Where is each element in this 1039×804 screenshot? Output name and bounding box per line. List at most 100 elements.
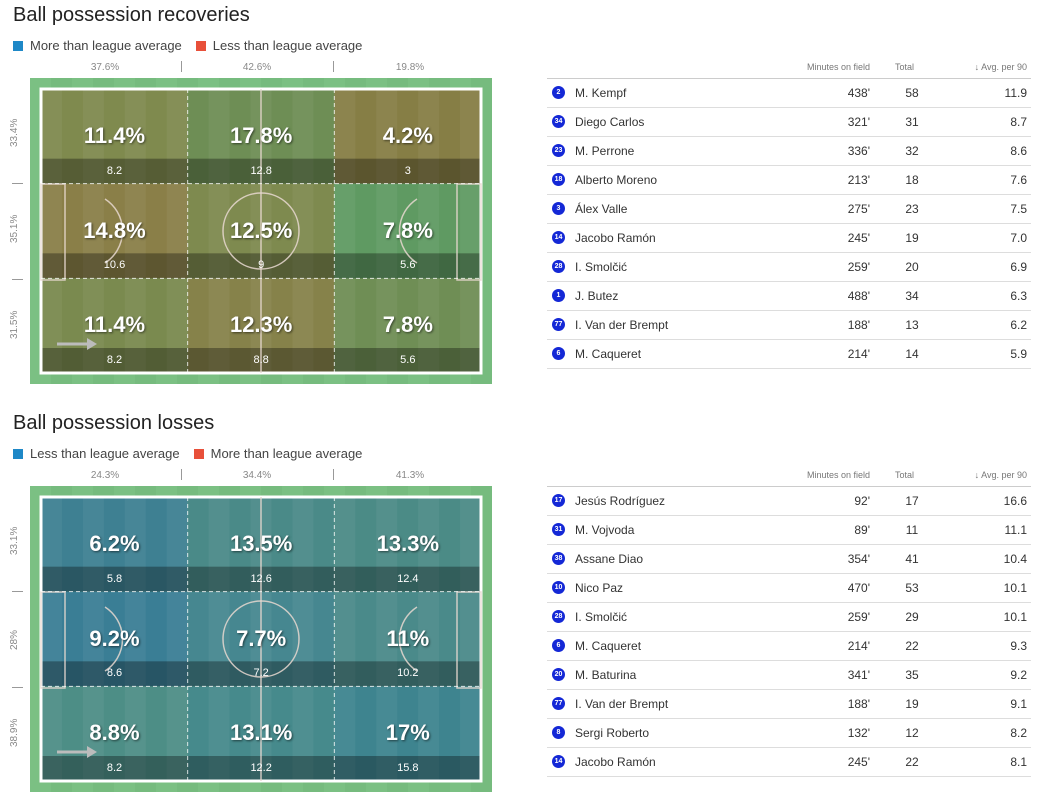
player-name[interactable]: I. Van der Brempt	[575, 318, 669, 332]
player-row[interactable]: 1 J. Butez 488' 34 6.3	[547, 282, 1031, 311]
zone-percentage: 7.8%	[382, 217, 433, 243]
player-row[interactable]: 17 Jesús Rodríguez 92' 17 16.6	[547, 487, 1031, 516]
player-name[interactable]: I. Smolčić	[575, 260, 628, 274]
player-name[interactable]: M. Caqueret	[575, 639, 642, 653]
total-value: 22	[905, 755, 919, 769]
total-column-header[interactable]: Total	[895, 62, 915, 72]
avg-per-90-value: 10.1	[1003, 581, 1027, 595]
recoveries-player-table: Minutes on field Total ↓ Avg. per 90 2 M. Ke…	[547, 62, 1031, 369]
minutes-on-field: 341'	[847, 668, 870, 682]
player-row[interactable]: 38 Assane Diao 354' 41 10.4	[547, 545, 1031, 574]
minutes-on-field: 92'	[854, 494, 870, 508]
row-percent: 38.9%	[9, 718, 20, 747]
player-name[interactable]: M. Caqueret	[575, 347, 642, 361]
legend-item[interactable]: Less than league average	[13, 446, 180, 461]
player-name[interactable]: Jacobo Ramón	[575, 755, 656, 769]
total-column-header[interactable]: Total	[895, 470, 915, 480]
total-value: 29	[905, 610, 919, 624]
zone-count: 9	[258, 259, 265, 272]
zone-percentage: 17%	[385, 720, 430, 746]
player-row[interactable]: 10 Nico Paz 470' 53 10.1	[547, 574, 1031, 603]
legend-swatch-blue	[13, 40, 23, 51]
player-row[interactable]: 28 I. Smolčić 259' 20 6.9	[547, 253, 1031, 282]
player-name[interactable]: M. Vojvoda	[575, 523, 635, 537]
legend-label: More than league average	[30, 38, 182, 53]
minutes-on-field: 214'	[847, 347, 870, 361]
pitch-graphic	[30, 486, 492, 792]
minutes-on-field: 245'	[847, 231, 870, 245]
player-name[interactable]: M. Baturina	[575, 668, 637, 682]
pitch-stripe	[334, 497, 356, 781]
legend-item[interactable]: More than league average	[13, 38, 182, 53]
avg-per-90-value: 8.7	[1010, 115, 1027, 129]
player-row[interactable]: 31 M. Vojvoda 89' 11 11.1	[547, 516, 1031, 545]
player-row[interactable]: 77 I. Van der Brempt 188' 19 9.1	[547, 690, 1031, 719]
player-name[interactable]: I. Smolčić	[575, 610, 628, 624]
player-number-badge: 77	[552, 697, 565, 710]
pitch-stripe	[82, 89, 104, 373]
player-name[interactable]: J. Butez	[575, 289, 619, 303]
avg-per-90-value: 6.2	[1010, 318, 1027, 332]
minutes-column-header[interactable]: Minutes on field	[806, 62, 870, 72]
minutes-on-field: 321'	[847, 115, 870, 129]
total-value: 22	[905, 639, 919, 653]
legend-item[interactable]: More than league average	[193, 446, 362, 461]
player-row[interactable]: 14 Jacobo Ramón 245' 22 8.1	[547, 748, 1031, 777]
player-name[interactable]: Jesús Rodríguez	[575, 494, 666, 508]
player-number-badge: 17	[552, 494, 565, 507]
player-name[interactable]: Alberto Moreno	[575, 173, 658, 187]
legend-item[interactable]: Less than league average	[195, 38, 362, 53]
avg-per-90-column-header[interactable]: ↓ Avg. per 90	[974, 62, 1027, 72]
player-row[interactable]: 20 M. Baturina 341' 35 9.2	[547, 661, 1031, 690]
player-number-badge: 23	[552, 144, 565, 157]
zone-percentage: 12.5%	[229, 217, 293, 243]
legend-label: Less than league average	[30, 446, 180, 461]
zone-count: 10.2	[397, 667, 419, 680]
player-row[interactable]: 18 Alberto Moreno 213' 18 7.6	[547, 166, 1031, 195]
player-number-badge: 31	[552, 523, 565, 536]
pitch-stripe	[166, 497, 188, 781]
player-name[interactable]: M. Perrone	[575, 144, 635, 158]
avg-per-90-value: 9.1	[1010, 697, 1027, 711]
zone-cell	[41, 89, 188, 184]
zone-cell	[334, 89, 481, 184]
zone-percentage: 13.5%	[229, 531, 293, 556]
minutes-on-field: 438'	[847, 86, 870, 100]
total-value: 12	[905, 726, 919, 740]
player-row[interactable]: 28 I. Smolčić 259' 29 10.1	[547, 603, 1031, 632]
legend-swatch-red	[193, 448, 204, 459]
player-name[interactable]: I. Van der Brempt	[575, 697, 669, 711]
player-row[interactable]: 77 I. Van der Brempt 188' 13 6.2	[547, 311, 1031, 340]
avg-per-90-column-header[interactable]: ↓ Avg. per 90	[974, 470, 1027, 480]
row-separator	[12, 279, 23, 280]
row-percent: 35.1%	[9, 214, 20, 243]
player-name[interactable]: Jacobo Ramón	[575, 231, 656, 245]
zone-count: 10.6	[103, 259, 126, 272]
player-row[interactable]: 2 M. Kempf 438' 58 11.9	[547, 79, 1031, 108]
player-name[interactable]: Álex Valle	[575, 202, 628, 216]
minutes-on-field: 259'	[847, 610, 870, 624]
player-row[interactable]: 34 Diego Carlos 321' 31 8.7	[547, 108, 1031, 137]
total-value: 53	[905, 581, 919, 595]
column-percent: 37.6%	[90, 62, 120, 73]
row-percent: 33.4%	[9, 118, 20, 147]
player-name[interactable]: Diego Carlos	[575, 115, 645, 129]
zone-count: 8.6	[106, 667, 123, 680]
minutes-on-field: 470'	[847, 581, 870, 595]
zone-percentage: 7.8%	[382, 312, 433, 338]
zone-cell	[41, 686, 188, 781]
player-name[interactable]: Sergi Roberto	[575, 726, 650, 740]
player-row[interactable]: 6 M. Caqueret 214' 22 9.3	[547, 632, 1031, 661]
minutes-column-header[interactable]: Minutes on field	[806, 470, 870, 480]
player-row[interactable]: 23 M. Perrone 336' 32 8.6	[547, 137, 1031, 166]
player-row[interactable]: 6 M. Caqueret 214' 14 5.9	[547, 340, 1031, 369]
player-row[interactable]: 8 Sergi Roberto 132' 12 8.2	[547, 719, 1031, 748]
player-name[interactable]: M. Kempf	[575, 86, 627, 100]
zone-count: 12.8	[250, 164, 272, 177]
player-row[interactable]: 14 Jacobo Ramón 245' 19 7.0	[547, 224, 1031, 253]
player-name[interactable]: Assane Diao	[575, 552, 644, 566]
player-row[interactable]: 3 Álex Valle 275' 23 7.5	[547, 195, 1031, 224]
pitch-stripe	[460, 497, 481, 781]
zone-count: 5.8	[106, 572, 123, 585]
player-name[interactable]: Nico Paz	[575, 581, 624, 595]
